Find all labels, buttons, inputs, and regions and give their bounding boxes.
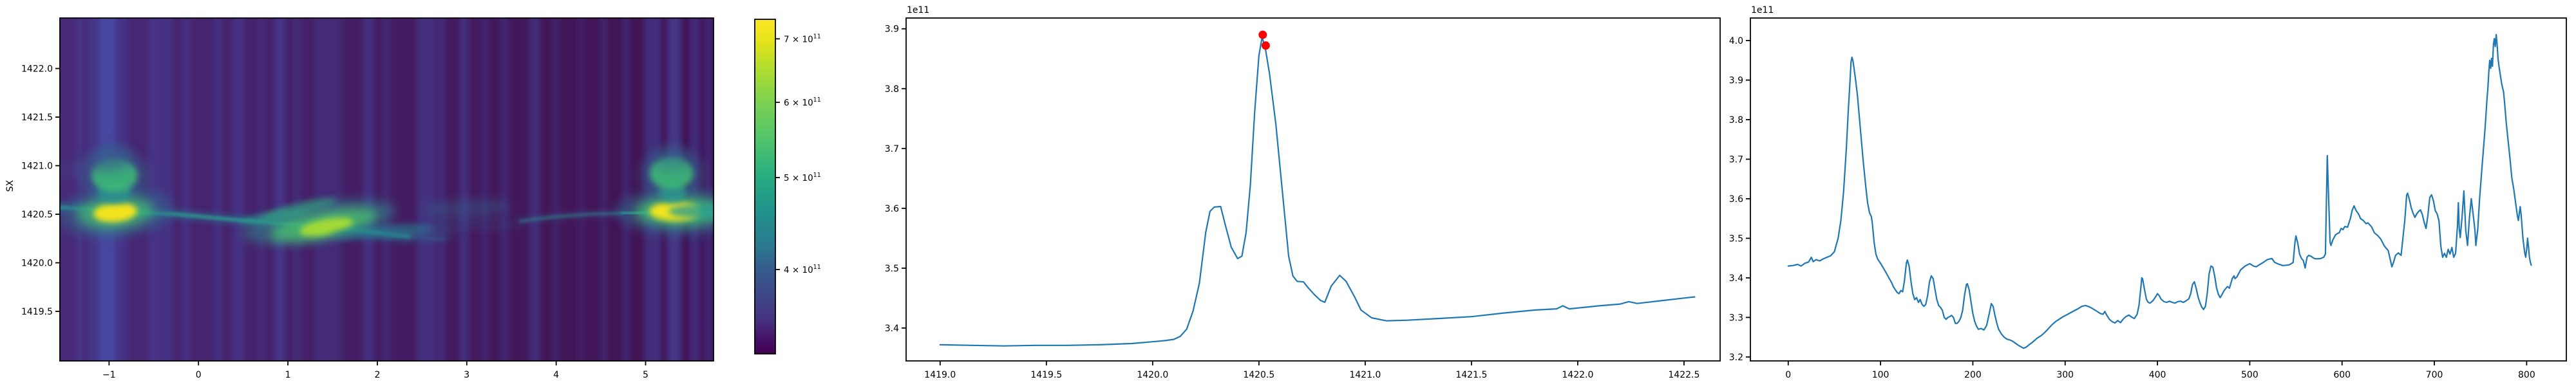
y-tick-label: 3.3 [1729,313,1743,323]
x-tick-label: 1422.5 [1668,370,1700,380]
y-tick-label: 3.8 [885,84,899,95]
drift-series-line [1787,33,2532,349]
y-tick-label: 3.6 [1729,194,1743,205]
x-tick-label: 800 [2518,370,2535,380]
heatmap-rfi-streak [363,18,374,361]
x-tick-label: 1 [285,370,291,380]
y-tick-label: 1420.0 [21,258,53,268]
line-profile-spines [905,17,1721,362]
heatmap-rfi-streak [529,18,540,361]
heatmap-emission-blob [375,227,460,240]
x-tick-label: 300 [2056,370,2074,380]
x-tick-label: 4 [553,370,559,380]
y-tick-label: 3.5 [1729,234,1743,244]
y-tick-label: 3.6 [885,204,899,214]
y-tick-label: 3.9 [885,24,899,35]
heatmap-emission-blob [668,204,714,219]
y-tick-label: 1421.0 [21,161,53,172]
y-tick-label: 3.7 [1729,154,1743,165]
heatmap-spines [59,17,714,362]
colorbar-tick-label: 5 × 1011 [784,172,821,183]
spectrogram-ylabel: SX [5,179,15,192]
heatmap-rfi-streak [383,18,390,361]
colorbar-ticks: 7 × 1011 6 × 1011 5 × 1011 4 × 1011 [775,33,821,275]
heatmap-rfi-streak [258,18,265,361]
heatmap-image [60,18,714,361]
x-tick-label: 1420.0 [1137,370,1168,380]
colorbar-tick-label: 7 × 1011 [784,33,821,44]
y-tick-label: 1421.5 [21,113,53,123]
heatmap-axes-ticks: −1 0 1 2 3 4 5 1419.5 1420.0 1420.5 1421.0 1421.5 14… [21,64,649,380]
heatmap-rfi-streak [182,18,190,361]
y-tick-label: 4.0 [1729,36,1743,46]
x-tick-label: 200 [1964,370,1982,380]
heatmap-emission-blob [60,150,131,178]
drift-series-offset-text: 1e11 [1751,5,1774,15]
heatmap-rfi-streak [76,18,83,361]
x-tick-label: 0 [1785,370,1791,380]
x-tick-label: 1419.5 [1030,370,1062,380]
y-tick-label: 3.2 [1729,353,1743,363]
y-tick-label: 3.4 [885,324,899,334]
x-tick-label: 700 [2426,370,2443,380]
heatmap-rfi-streak [274,18,285,361]
heatmap-rfi-streak [621,18,630,361]
colorbar-tick-label: 6 × 1011 [784,96,821,108]
y-tick-label: 3.9 [1729,76,1743,86]
x-tick-label: 600 [2333,370,2351,380]
heatmap-rfi-streak [553,18,560,361]
x-tick-label: 2 [374,370,380,380]
heatmap-rfi-streak [214,18,222,361]
x-tick-label: −1 [102,370,116,380]
heatmap-rfi-streak [437,18,446,361]
heatmap-rfi-streak [578,18,585,361]
x-tick-label: 5 [643,370,649,380]
heatmap-rfi-streak [459,18,469,361]
x-tick-label: 1422.0 [1562,370,1593,380]
x-tick-label: 100 [1872,370,1889,380]
heatmap-rfi-streak [417,18,437,361]
heatmap-emission-blob [424,220,527,228]
line-profile-peak-marker [1261,41,1270,50]
heatmap-rfi-streak [481,18,488,361]
x-tick-label: 400 [2149,370,2166,380]
x-tick-label: 0 [196,370,202,380]
colorbar-tick-label: 4 × 1011 [784,264,821,275]
line-profile-offset-text: 1e11 [907,5,930,15]
y-tick-label: 1419.5 [21,307,53,317]
x-tick-label: 1421.5 [1455,370,1487,380]
heatmap-rfi-streak [293,18,300,361]
heatmap-rfi-streak [232,18,245,361]
colorbar [754,19,776,354]
heatmap-rfi-streak [500,18,509,361]
x-tick-label: 1420.5 [1243,370,1274,380]
heatmap-rfi-streak [166,18,173,361]
y-tick-label: 3.7 [885,144,899,154]
y-tick-label: 3.5 [885,264,899,274]
y-tick-label: 1422.0 [21,64,53,75]
drift-series-axes-ticks: 0 100 200 300 400 500 600 700 800 3.2 3.3 3.4 3.5 3.6… [1729,36,2535,380]
line-profile-line [939,36,1696,347]
line-profile-axes-ticks: 1419.0 1419.5 1420.0 1420.5 1421.0 1421.5 1422… [885,24,1700,380]
y-tick-label: 3.4 [1729,273,1743,284]
x-tick-label: 500 [2241,370,2259,380]
x-tick-label: 1419.0 [924,370,956,380]
y-tick-label: 3.8 [1729,115,1743,125]
heatmap-rfi-streak [600,18,608,361]
x-tick-label: 1421.0 [1349,370,1381,380]
heatmap-emission-blob [93,202,137,223]
drift-series-spines [1750,17,2567,362]
heatmap-emission-blob [299,217,354,236]
heatmap-rfi-streak [314,18,342,361]
x-tick-label: 3 [464,370,469,380]
heatmap-ridge [519,212,625,223]
heatmap-emission-blob [653,145,692,171]
heatmap-emission-blob [421,199,512,218]
line-profile-peak-marker [1258,30,1267,39]
y-tick-label: 1420.5 [21,210,53,220]
